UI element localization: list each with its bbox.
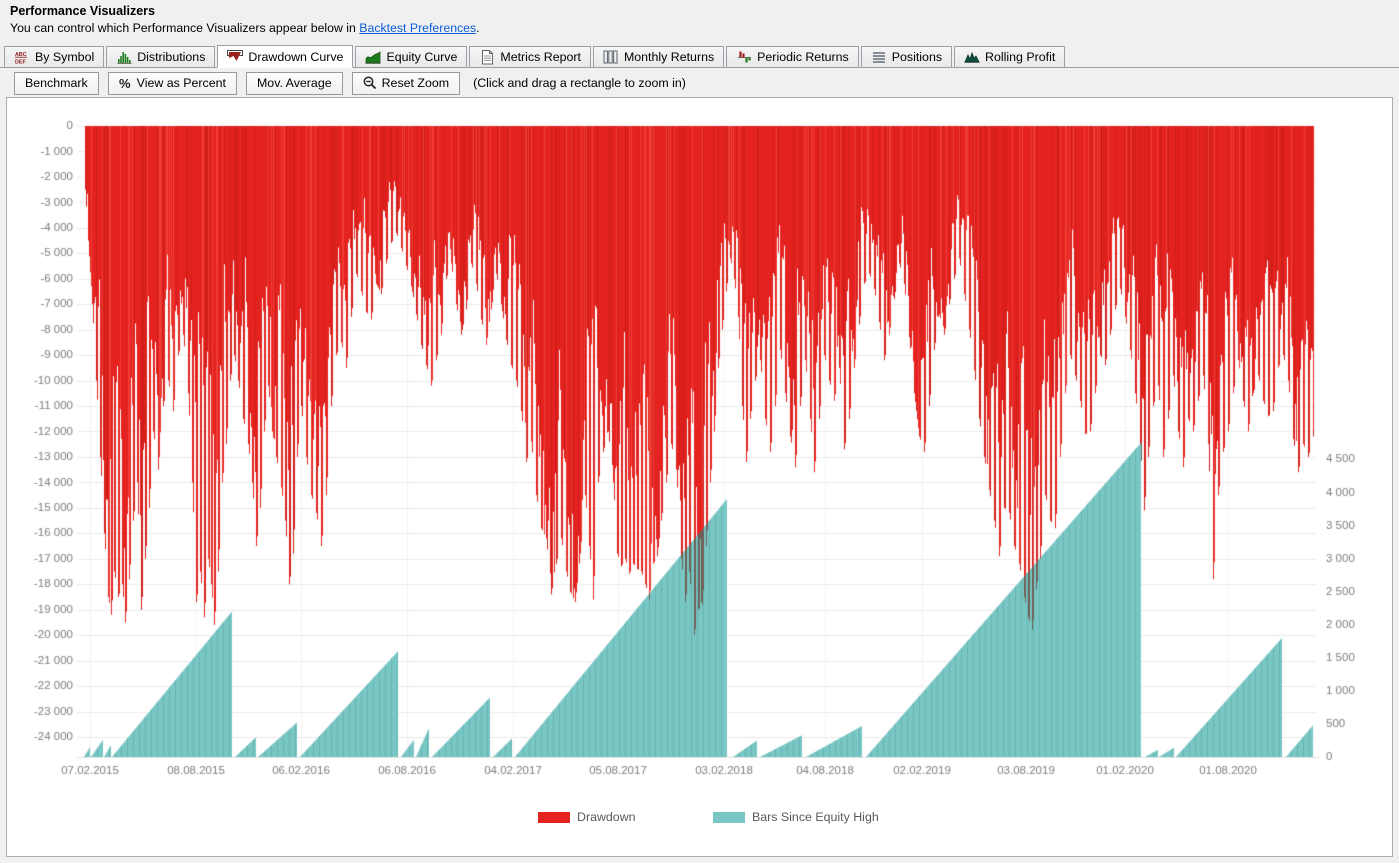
drawdown-chart-canvas[interactable] <box>7 98 1392 856</box>
percent-icon: % <box>119 77 132 90</box>
page-title: Performance Visualizers <box>10 4 155 18</box>
button-label: Benchmark <box>25 76 88 90</box>
periodic-returns-icon <box>736 50 752 65</box>
subtitle-period: . <box>476 21 480 35</box>
tab-periodic-returns[interactable]: Periodic Returns <box>726 46 859 67</box>
button-label: View as Percent <box>136 76 226 90</box>
distributions-icon <box>116 50 132 65</box>
tab-rolling-profit[interactable]: Rolling Profit <box>954 46 1066 67</box>
tab-label: Equity Curve <box>386 50 458 64</box>
reset-zoom-button[interactable]: Reset Zoom <box>351 71 461 95</box>
monthly-returns-icon <box>603 50 619 65</box>
tab-label: Rolling Profit <box>985 50 1056 64</box>
tab-monthly-returns[interactable]: Monthly Returns <box>592 46 725 67</box>
svg-text:%: % <box>119 77 131 90</box>
tab-label: Drawdown Curve <box>248 49 344 64</box>
button-label: Mov. Average <box>256 76 332 90</box>
rolling-profit-icon <box>964 50 980 65</box>
backtest-preferences-link[interactable]: Backtest Preferences <box>359 21 477 35</box>
positions-icon <box>871 50 887 65</box>
benchmark-button[interactable]: Benchmark <box>14 71 99 95</box>
drawdown-curve-icon <box>227 49 244 64</box>
zoom-hint-text: (Click and drag a rectangle to zoom in) <box>473 76 686 90</box>
svg-text:DEF: DEF <box>15 59 26 65</box>
by-symbol-icon: ABC DEF <box>14 50 30 65</box>
page-subtitle: You can control which Performance Visual… <box>10 21 480 35</box>
mov-average-button[interactable]: Mov. Average <box>245 71 343 95</box>
drawdown-chart-panel: Drawdown Bars Since Equity High <box>6 97 1393 857</box>
zoom-out-icon <box>363 76 377 90</box>
tab-label: Distributions <box>137 50 206 64</box>
visualizer-tabs: ABC DEF By Symbol Distributions Drawdown Cur… <box>0 45 1399 68</box>
tab-label: Monthly Returns <box>623 50 715 64</box>
chart-toolbar: Benchmark% View as Percent Mov. Average Res… <box>0 70 1399 96</box>
tab-label: Periodic Returns <box>757 50 849 64</box>
view-as-percent-button[interactable]: % View as Percent <box>107 71 237 95</box>
tab-by-symbol[interactable]: ABC DEF By Symbol <box>4 46 105 67</box>
tab-drawdown-curve[interactable]: Drawdown Curve <box>217 45 354 68</box>
equity-curve-icon <box>365 50 381 65</box>
tab-metrics-report[interactable]: Metrics Report <box>469 46 591 67</box>
metrics-report-icon <box>479 49 495 65</box>
button-label: Reset Zoom <box>381 76 450 90</box>
tab-label: Metrics Report <box>500 50 581 64</box>
svg-text:ABC: ABC <box>15 52 27 58</box>
subtitle-text: You can control which Performance Visual… <box>10 21 360 35</box>
tab-distributions[interactable]: Distributions <box>106 46 216 67</box>
tab-positions[interactable]: Positions <box>860 46 953 67</box>
tab-label: Positions <box>891 50 943 64</box>
tab-label: By Symbol <box>35 50 95 64</box>
header: Performance Visualizers You can control … <box>10 4 480 35</box>
tab-equity-curve[interactable]: Equity Curve <box>355 46 468 67</box>
